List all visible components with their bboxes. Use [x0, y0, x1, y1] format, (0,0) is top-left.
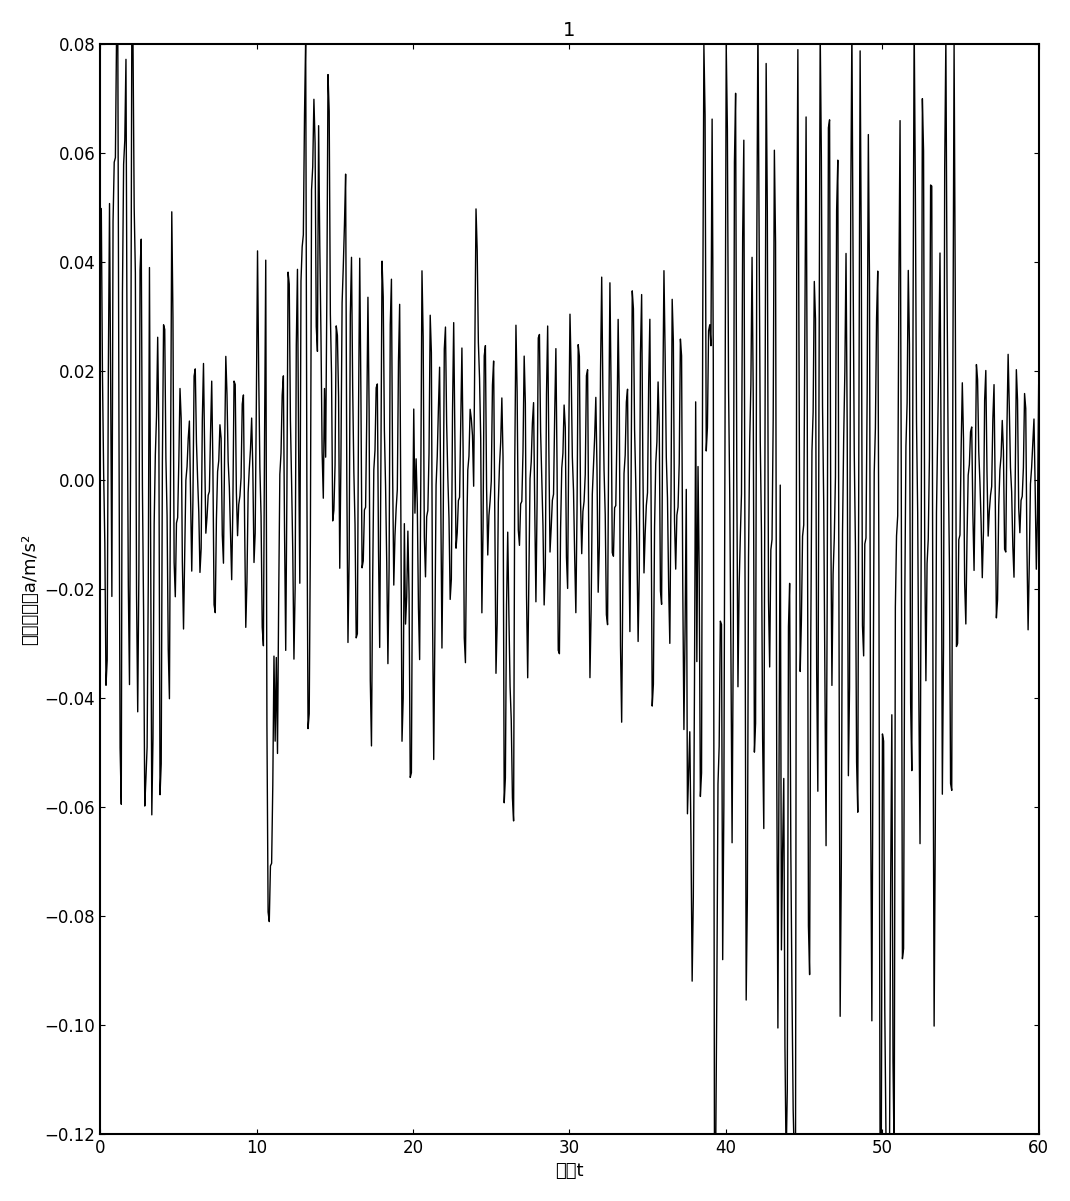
X-axis label: 时间t: 时间t: [555, 1163, 583, 1181]
Title: 1: 1: [563, 20, 576, 40]
Y-axis label: 振动加速度a/m/s²: 振动加速度a/m/s²: [20, 533, 39, 645]
